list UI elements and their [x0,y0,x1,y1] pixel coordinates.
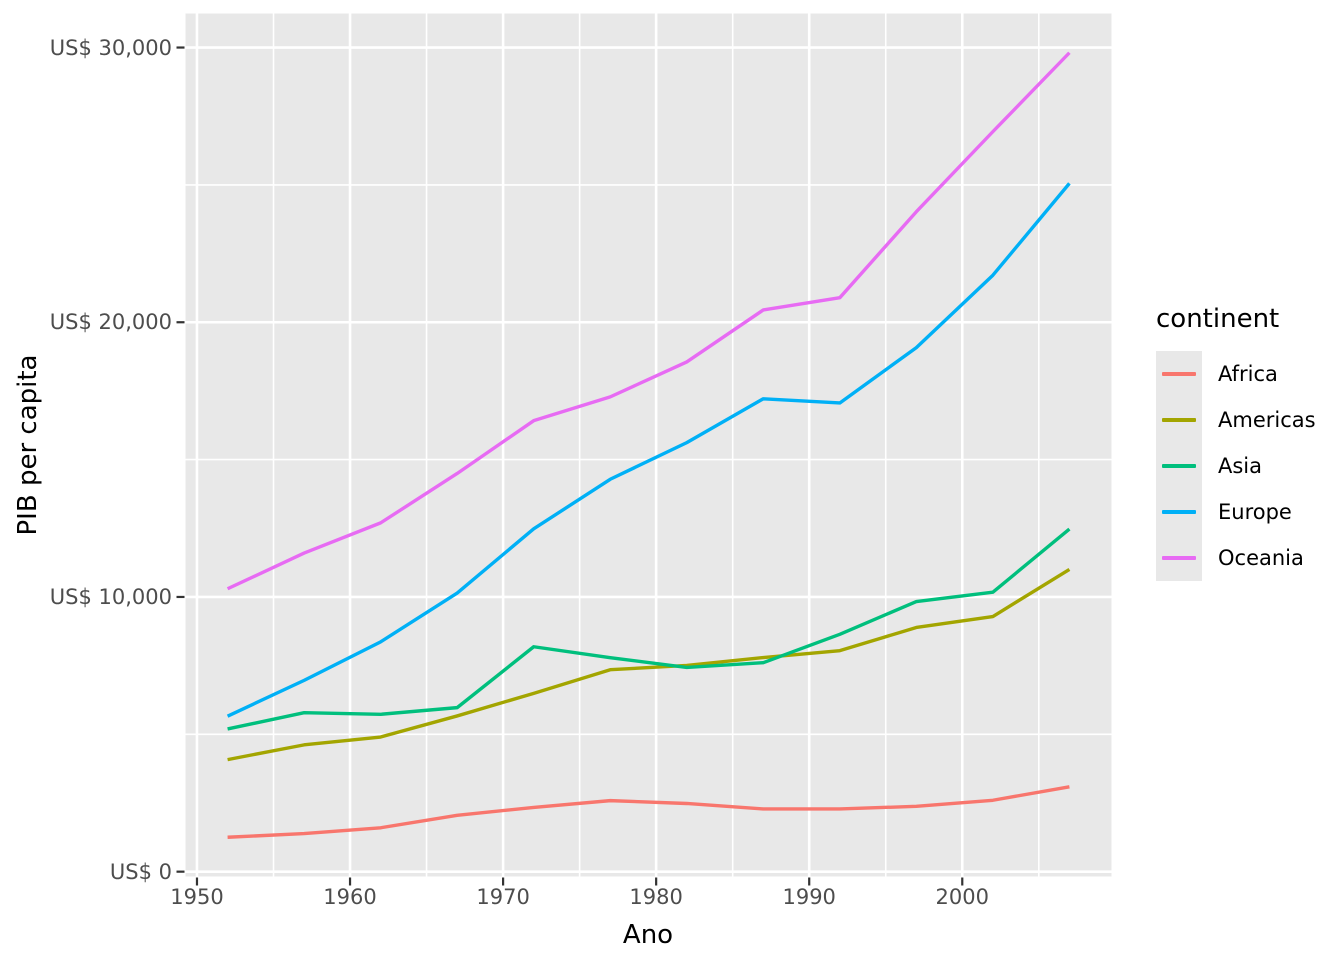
y-tick-label: US$ 0 [109,859,172,884]
legend-key-line-icon [1162,372,1196,376]
x-tick-label: 1990 [782,885,836,909]
legend-key-line-icon [1162,556,1196,560]
legend-item-asia: Asia [1156,443,1316,489]
x-axis-title: Ano [622,920,674,950]
legend-label: Europe [1218,500,1292,524]
legend-key-line-icon [1162,510,1196,514]
legend-label: Africa [1218,362,1278,386]
legend-key-icon [1156,535,1202,581]
y-tick-label: US$ 30,000 [49,35,172,60]
legend-items: Africa Americas Asia Europe Oceania [1156,351,1316,581]
legend-label: Oceania [1218,546,1304,570]
legend-label: Asia [1218,454,1263,478]
legend-key-icon [1156,489,1202,535]
series-line-oceania [226,51,1071,591]
series-line-europe [226,182,1071,718]
x-tick-label: 1960 [323,885,377,909]
legend-item-africa: Africa [1156,351,1316,397]
legend-title: continent [1156,304,1280,334]
x-tick-label: 1970 [476,885,530,909]
y-tick-label: US$ 20,000 [49,310,172,335]
legend-key-icon [1156,351,1202,397]
legend-item-europe: Europe [1156,489,1316,535]
y-tick-label: US$ 10,000 [49,584,172,609]
x-tick-label: 1950 [170,885,224,909]
panel-background [185,13,1112,877]
legend-key-icon [1156,397,1202,443]
legend-label: Americas [1218,408,1316,432]
y-axis-title: PIB per capita [13,354,43,536]
legend-item-americas: Americas [1156,397,1316,443]
legend: continent Africa Americas Asia Europe Oceani… [1156,305,1316,581]
legend-key-line-icon [1162,418,1196,422]
legend-item-oceania: Oceania [1156,535,1316,581]
series-line-africa [227,785,1070,839]
x-tick-label: 2000 [935,885,989,909]
legend-key-line-icon [1162,464,1196,468]
series-line-americas [227,567,1071,762]
x-tick-label: 1980 [629,885,683,909]
series-line-asia [227,527,1071,731]
legend-key-icon [1156,443,1202,489]
